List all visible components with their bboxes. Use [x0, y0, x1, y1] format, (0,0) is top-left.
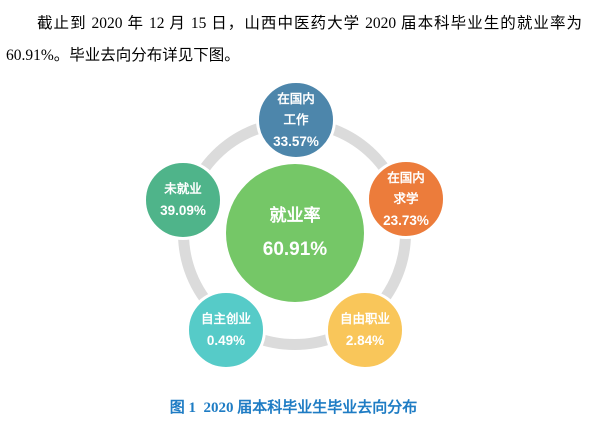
bubble-label: 在国内 [277, 91, 315, 106]
bubble-unemployed: 未就业 39.09% [143, 160, 223, 240]
bubble-label: 就业率 [269, 206, 321, 225]
paragraph-line-2: 60.91%。毕业去向分布详见下图。 [6, 47, 240, 64]
bubble-self-employed: 自主创业 0.49% [186, 290, 266, 370]
bubble-employment-rate: 就业率 60.91% [226, 164, 364, 302]
figure-caption: 图 1 2020 届本科毕业生毕业去向分布 [169, 400, 418, 416]
bubble-value: 23.73% [383, 212, 429, 228]
paragraph-line-1: 截止到 2020 年 12 月 15 日，山西中医药大学 2020 届本科毕业生… [37, 15, 582, 32]
bubble-value: 0.49% [206, 333, 246, 348]
bubble-freelance: 自由职业 2.84% [325, 290, 405, 370]
bubble-label: 自主创业 [200, 312, 251, 326]
bubble-value: 2.84% [345, 333, 385, 348]
bubble-work-domestic: 在国内 工作 33.57% [256, 80, 336, 160]
bubble-label: 求学 [393, 191, 419, 206]
body-paragraph: 截止到 2020 年 12 月 15 日，山西中医药大学 2020 届本科毕业生… [6, 8, 582, 72]
bubble-value: 39.09% [160, 203, 206, 218]
bubble-study-domestic: 在国内 求学 23.73% [366, 159, 446, 239]
bubble-value: 33.57% [273, 133, 319, 149]
bubble-label: 工作 [283, 112, 309, 127]
bubble-label: 未就业 [164, 182, 202, 196]
bubble-value: 60.91% [262, 239, 328, 260]
bubble-label: 自由职业 [339, 312, 390, 326]
bubble-label: 在国内 [387, 170, 425, 185]
